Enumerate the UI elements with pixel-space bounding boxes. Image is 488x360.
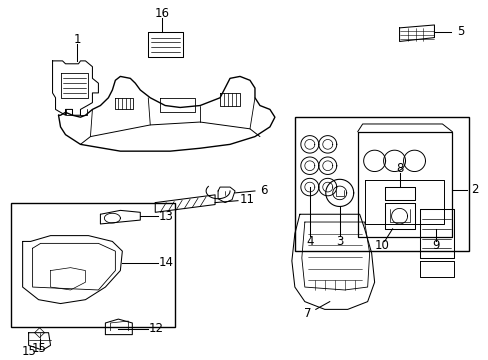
Text: 10: 10 (374, 239, 389, 252)
Text: 11: 11 (239, 193, 254, 206)
Text: 2: 2 (470, 184, 478, 197)
Text: 1: 1 (74, 33, 81, 46)
Text: 6: 6 (260, 184, 267, 197)
Text: 5: 5 (456, 25, 463, 38)
Text: 15: 15 (32, 342, 47, 355)
Text: 16: 16 (154, 7, 169, 20)
Text: 8: 8 (395, 162, 403, 175)
Bar (294, 117, 468, 251)
Text: 14: 14 (159, 256, 173, 269)
Text: 13: 13 (159, 210, 173, 223)
Text: 9: 9 (432, 239, 439, 252)
Text: 15: 15 (21, 345, 36, 358)
Bar (11, 203, 175, 327)
Text: 4: 4 (305, 235, 313, 248)
Text: 12: 12 (148, 322, 163, 335)
Text: 7: 7 (304, 307, 311, 320)
Text: 3: 3 (335, 235, 343, 248)
